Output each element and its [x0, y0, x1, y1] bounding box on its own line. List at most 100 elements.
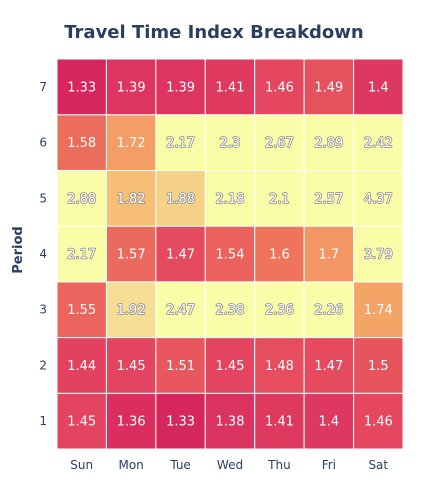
- y-tick-label: 5: [39, 191, 47, 205]
- heatmap-cell: [155, 281, 206, 339]
- heatmap-cell: [155, 337, 206, 394]
- cell-value-label: 4.37: [364, 192, 393, 207]
- heatmap-cell: [303, 114, 355, 171]
- cell-value-label: 2.42: [364, 136, 393, 151]
- cell-value-label: 2.17: [67, 248, 96, 263]
- cell-value-label: 1.47: [314, 359, 343, 374]
- cell-value-label: 1.5: [368, 359, 389, 374]
- cell-value-label: 1.49: [314, 80, 343, 95]
- heatmap-cell: [303, 58, 355, 116]
- heatmap-cell: [56, 392, 107, 450]
- cell-value-label: 1.72: [117, 136, 146, 151]
- y-tick-label: 1: [39, 414, 47, 428]
- cell-value-label: 1.74: [364, 303, 393, 318]
- heatmap-cell: [353, 114, 404, 171]
- x-tick-label: Wed: [217, 458, 243, 472]
- x-tick-label: Sat: [368, 458, 388, 472]
- heatmap-cell: [155, 58, 206, 116]
- cell-value-label: 1.39: [166, 80, 195, 95]
- heatmap-cell: [353, 392, 404, 450]
- y-tick-label: 6: [39, 136, 47, 150]
- cell-value-label: 1.46: [265, 80, 294, 95]
- heatmap-cell: [303, 225, 355, 283]
- heatmap-cell: [353, 225, 404, 283]
- chart-title: Travel Time Index Breakdown: [64, 22, 363, 43]
- cell-value-label: 1.41: [265, 415, 294, 430]
- cell-value-label: 3.79: [364, 248, 393, 263]
- cell-value-label: 2.36: [265, 303, 294, 318]
- y-tick-label: 2: [39, 358, 47, 372]
- cell-value-label: 1.82: [117, 192, 146, 207]
- heatmap-cell: [254, 58, 305, 116]
- heatmap-cell: [303, 392, 355, 450]
- x-tick-label: Fri: [322, 458, 336, 472]
- cell-value-label: 1.57: [117, 248, 146, 263]
- heatmap-cell: [56, 114, 107, 171]
- x-axis-ticks: Sun Mon Tue Wed Thu Fri Sat: [70, 458, 388, 472]
- cell-value-label: 1.41: [216, 80, 245, 95]
- cell-value-label: 1.6: [269, 248, 290, 263]
- heatmap-cell: [303, 337, 355, 394]
- heatmap-cells: [56, 58, 404, 450]
- x-tick-label: Thu: [267, 458, 291, 472]
- cell-value-label: 1.33: [67, 80, 96, 95]
- cell-value-label: 1.54: [216, 248, 245, 263]
- heatmap-cell: [204, 225, 256, 283]
- cell-value-label: 1.4: [319, 415, 340, 430]
- y-axis-label: Period: [11, 226, 26, 273]
- cell-value-label: 2.88: [67, 192, 96, 207]
- heatmap-cell: [353, 58, 404, 116]
- x-tick-label: Sun: [70, 458, 93, 472]
- heatmap-cell: [254, 281, 305, 339]
- heatmap-cell: [56, 337, 107, 394]
- cell-value-label: 2.57: [314, 192, 343, 207]
- cell-value-label: 1.45: [216, 359, 245, 374]
- y-tick-label: 3: [39, 303, 47, 317]
- cell-value-label: 2.26: [314, 303, 343, 318]
- y-axis-ticks: 1 2 3 4 5 6 7: [39, 80, 47, 428]
- cell-value-label: 1.39: [117, 80, 146, 95]
- heatmap-cell: [303, 281, 355, 339]
- cell-value-label: 2.89: [314, 136, 343, 151]
- cell-value-label: 1.7: [319, 248, 340, 263]
- cell-value-label: 1.45: [117, 359, 146, 374]
- cell-value-label: 2.1: [269, 192, 290, 207]
- cell-value-label: 1.38: [216, 415, 245, 430]
- heatmap-cell: [105, 225, 157, 283]
- cell-value-label: 2.67: [265, 136, 294, 151]
- heatmap-cell: [204, 58, 256, 116]
- heatmap-cell: [105, 337, 157, 394]
- cell-value-label: 1.55: [67, 303, 96, 318]
- cell-value-label: 2.47: [166, 303, 195, 318]
- y-tick-label: 7: [39, 80, 47, 94]
- heatmap-cell: [105, 281, 157, 339]
- x-tick-label: Tue: [169, 458, 191, 472]
- heatmap-cell: [303, 169, 355, 227]
- heatmap-cell: [56, 169, 107, 227]
- cell-value-label: 1.45: [67, 415, 96, 430]
- x-tick-label: Mon: [118, 458, 143, 472]
- cell-value-label: 2.3: [220, 136, 241, 151]
- cell-value-label: 1.47: [166, 248, 195, 263]
- y-tick-label: 4: [39, 247, 47, 261]
- heatmap-cell: [105, 392, 157, 450]
- cell-value-label: 1.4: [368, 80, 389, 95]
- cell-value-label: 1.92: [117, 303, 146, 318]
- cell-value-label: 1.44: [67, 359, 96, 374]
- heatmap-cell-labels: 1.45 1.36 1.33 1.38 1.41 1.4 1.46 1.44 1.45 1.51 1…: [66, 80, 393, 430]
- cell-value-label: 1.36: [117, 415, 146, 430]
- heatmap-cell: [353, 169, 404, 227]
- cell-value-label: 1.51: [166, 359, 195, 374]
- cell-value-label: 2.38: [216, 303, 245, 318]
- heatmap-cell: [254, 337, 305, 394]
- cell-value-label: 2.18: [216, 192, 245, 207]
- heatmap-cell: [155, 114, 206, 171]
- cell-value-label: 1.46: [364, 415, 393, 430]
- heatmap-cell: [254, 392, 305, 450]
- heatmap-cell: [56, 58, 107, 116]
- cell-value-label: 2.17: [166, 136, 195, 151]
- heatmap-cell: [204, 281, 256, 339]
- cell-value-label: 1.33: [166, 415, 195, 430]
- cell-value-label: 1.88: [166, 192, 195, 207]
